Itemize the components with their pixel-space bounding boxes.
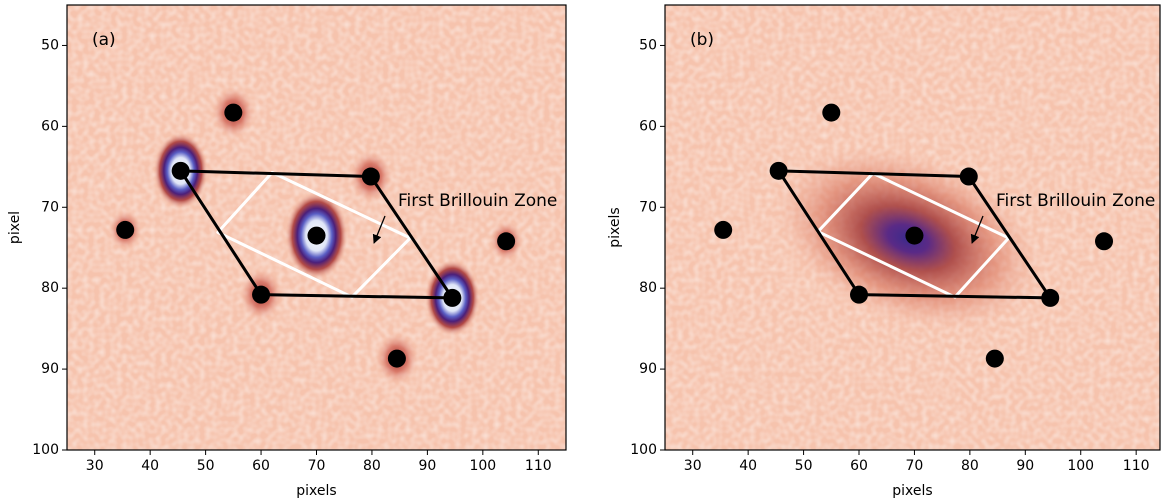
y-tick-label: 90	[41, 361, 59, 377]
lattice-point	[116, 220, 135, 239]
annotation-arrow	[372, 215, 386, 244]
x-tick-label: 50	[795, 458, 813, 474]
y-tick-label: 100	[32, 442, 59, 458]
y-axis-label: pixels	[607, 207, 623, 247]
x-tick-label: 60	[252, 458, 270, 474]
lattice-point	[387, 349, 406, 368]
x-axis-label: pixels	[296, 483, 336, 499]
annotation: First Brillouin Zone	[398, 191, 557, 211]
x-tick-label: 90	[1016, 458, 1034, 474]
x-tick-label: 30	[86, 458, 104, 474]
lattice-point	[822, 103, 841, 122]
x-axis-label: pixels	[892, 483, 932, 499]
lattice-point	[224, 103, 243, 122]
x-tick-label: 30	[684, 458, 702, 474]
annotation-arrow	[970, 215, 984, 244]
x-tick-label: 110	[525, 458, 552, 474]
lattice-point	[905, 226, 924, 245]
x-tick-label: 100	[469, 458, 496, 474]
y-tick-label: 90	[639, 361, 657, 377]
lattice-point	[850, 285, 869, 304]
plot-area	[67, 5, 566, 450]
panel-label: (a)	[92, 30, 116, 50]
annotation: First Brillouin Zone	[996, 191, 1155, 211]
x-tick-label: 100	[1067, 458, 1094, 474]
y-tick-label: 80	[41, 280, 59, 296]
y-tick-label: 50	[41, 37, 59, 53]
x-tick-label: 90	[418, 458, 436, 474]
y-axis-label: pixel	[7, 211, 23, 244]
lattice-point	[171, 161, 190, 180]
x-tick-label: 40	[739, 458, 757, 474]
x-tick-label: 80	[961, 458, 979, 474]
lattice-point	[1041, 288, 1060, 307]
x-tick-label: 50	[197, 458, 215, 474]
y-tick-label: 100	[630, 442, 657, 458]
lattice-point	[1095, 232, 1114, 251]
lattice-point	[252, 285, 271, 304]
x-tick-label: 110	[1123, 458, 1150, 474]
y-tick-label: 70	[639, 199, 657, 215]
y-tick-label: 60	[639, 118, 657, 134]
lattice-point	[443, 288, 462, 307]
x-tick-label: 70	[906, 458, 924, 474]
y-tick-label: 80	[639, 280, 657, 296]
x-tick-label: 70	[308, 458, 326, 474]
lattice-point	[985, 349, 1004, 368]
panel-label: (b)	[690, 30, 714, 50]
x-tick-label: 80	[363, 458, 381, 474]
y-tick-label: 50	[639, 37, 657, 53]
axes-frame	[664, 4, 1161, 451]
y-tick-label: 70	[41, 199, 59, 215]
x-tick-label: 60	[850, 458, 868, 474]
lattice-point	[307, 226, 326, 245]
y-tick-label: 60	[41, 118, 59, 134]
lattice-point	[361, 167, 380, 186]
lattice-point	[959, 167, 978, 186]
lattice-point	[769, 161, 788, 180]
x-tick-label: 40	[141, 458, 159, 474]
plot-area	[665, 5, 1160, 450]
lattice-point	[497, 232, 516, 251]
lattice-point	[714, 220, 733, 239]
